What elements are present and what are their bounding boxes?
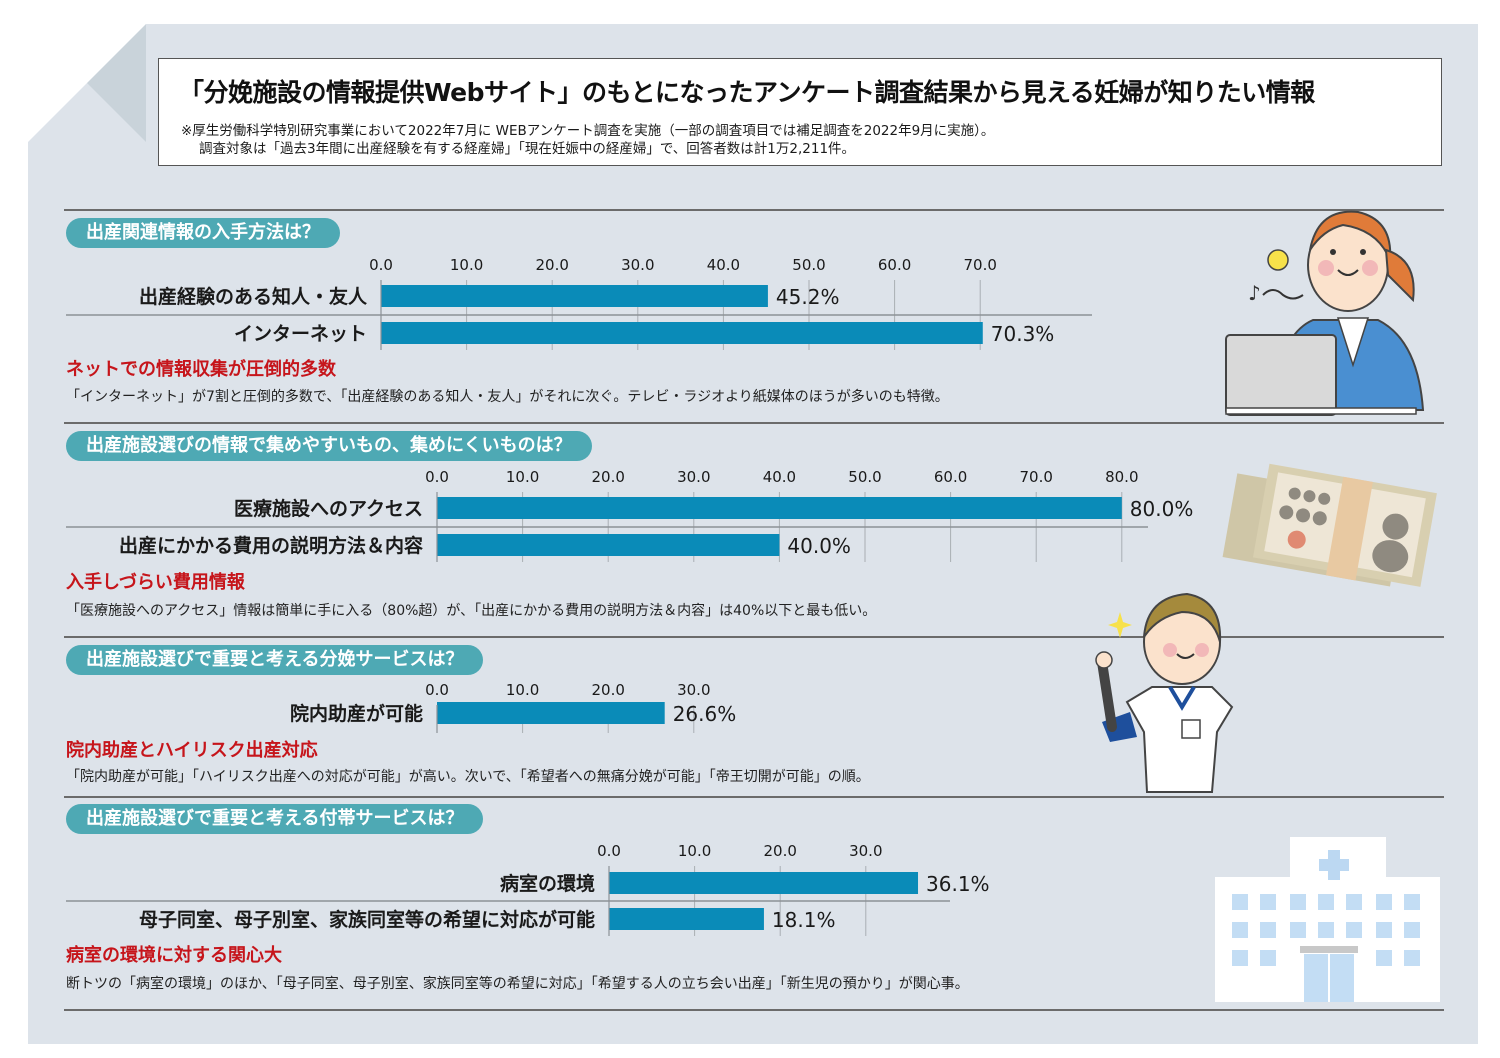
value-label: 26.6% [673, 702, 737, 726]
tick-label: 60.0 [878, 256, 911, 274]
tick-label: 20.0 [591, 681, 624, 699]
tick-label: 10.0 [506, 681, 539, 699]
category-label: 医療施設へのアクセス [234, 497, 423, 520]
section-3-question: 出産施設選びで重要と考える分娩サービスは？ [66, 645, 484, 675]
svg-text:♪: ♪ [1248, 281, 1261, 305]
survey-note-line2: 調査対象は「過去3年間に出産経験を有する経産婦」「現在妊娠中の経産婦」で、回答者… [199, 141, 856, 157]
page-title: 「分娩施設の情報提供Webサイト」のもとになったアンケート調査結果から見える妊婦… [179, 78, 1315, 107]
tick-label: 0.0 [597, 842, 621, 860]
bar [437, 702, 665, 724]
value-label: 80.0% [1130, 497, 1194, 521]
tick-label: 0.0 [425, 681, 449, 699]
tick-label: 40.0 [763, 468, 796, 486]
tick-label: 60.0 [934, 468, 967, 486]
tick-label: 50.0 [848, 468, 881, 486]
tick-label: 0.0 [425, 468, 449, 486]
bar [609, 872, 919, 894]
tick-label: 20.0 [535, 256, 568, 274]
tick-label: 10.0 [678, 842, 711, 860]
tick-label: 80.0 [1105, 468, 1138, 486]
tick-label: 70.0 [963, 256, 996, 274]
bar [609, 908, 764, 930]
tick-label: 30.0 [849, 842, 882, 860]
section-2-question: 出産施設選びの情報で集めやすいもの、集めにくいものは？ [66, 431, 592, 461]
nurse-ok-sign-icon [1095, 592, 1234, 793]
tick-label: 0.0 [369, 256, 393, 274]
section-divider [64, 636, 1444, 638]
section-divider [64, 796, 1444, 798]
bar [437, 497, 1122, 519]
section-4-question: 出産施設選びで重要と考える付帯サービスは？ [66, 804, 484, 834]
tick-label: 30.0 [677, 681, 710, 699]
value-label: 36.1% [926, 872, 990, 896]
tick-label: 10.0 [450, 256, 483, 274]
category-label: 母子同室、母子別室、家族同室等の希望に対応が可能 [139, 908, 595, 931]
section-4-headline: 病室の環境に対する関心大 [66, 945, 282, 966]
category-label: 出産にかかる費用の説明方法＆内容 [119, 534, 423, 557]
category-label: 出産経験のある知人・友人 [139, 285, 368, 308]
bar [437, 534, 780, 556]
section-4-description: 断トツの「病室の環境」のほか、「母子同室、母子別室、家族同室等の希望に対応」「希… [66, 976, 969, 992]
bar [381, 285, 768, 307]
tick-label: 20.0 [591, 468, 624, 486]
value-label: 18.1% [772, 908, 836, 932]
section-divider [64, 209, 1444, 211]
tick-label: 50.0 [792, 256, 825, 274]
category-label: インターネット [234, 323, 367, 345]
section-3-description: 「院内助産が可能」「ハイリスク出産への対応が可能」が高い。次いで、「希望者への無… [66, 769, 870, 785]
survey-note-line1: ※厚生労働科学特別研究事業において2022年7月に WEBアンケート調査を実施（… [181, 123, 995, 139]
section-1-question: 出産関連情報の入手方法は？ [66, 218, 340, 248]
section-2-headline: 入手しづらい費用情報 [66, 572, 245, 593]
folded-corner-cut [28, 24, 146, 142]
bar [381, 322, 983, 344]
category-label: 病室の環境 [500, 872, 595, 895]
category-label: 院内助産が可能 [290, 702, 423, 725]
section-3-headline: 院内助産とハイリスク出産対応 [66, 740, 318, 761]
woman-with-laptop-icon: ♪ [1225, 210, 1425, 416]
tick-label: 30.0 [621, 256, 654, 274]
money-bundle-icon [1222, 463, 1437, 587]
value-label: 45.2% [776, 285, 840, 309]
value-label: 70.3% [991, 322, 1055, 346]
tick-label: 10.0 [506, 468, 539, 486]
tick-label: 70.0 [1019, 468, 1052, 486]
section-1-description: 「インターネット」が7割と圧倒的多数で、「出産経験のある知人・友人」がそれに次ぐ… [66, 389, 949, 405]
tick-label: 40.0 [707, 256, 740, 274]
tick-label: 30.0 [677, 468, 710, 486]
tick-label: 20.0 [763, 842, 796, 860]
section-divider [64, 422, 1444, 424]
value-label: 40.0% [787, 534, 851, 558]
section-1-headline: ネットでの情報収集が圧倒的多数 [66, 359, 336, 380]
title-box: 「分娩施設の情報提供Webサイト」のもとになったアンケート調査結果から見える妊婦… [158, 58, 1442, 166]
section-2-description: 「医療施設へのアクセス」情報は簡単に手に入る（80%超）が、「出産にかかる費用の… [66, 603, 877, 619]
section-divider [64, 1009, 1444, 1011]
hospital-building-icon [1215, 837, 1440, 1002]
